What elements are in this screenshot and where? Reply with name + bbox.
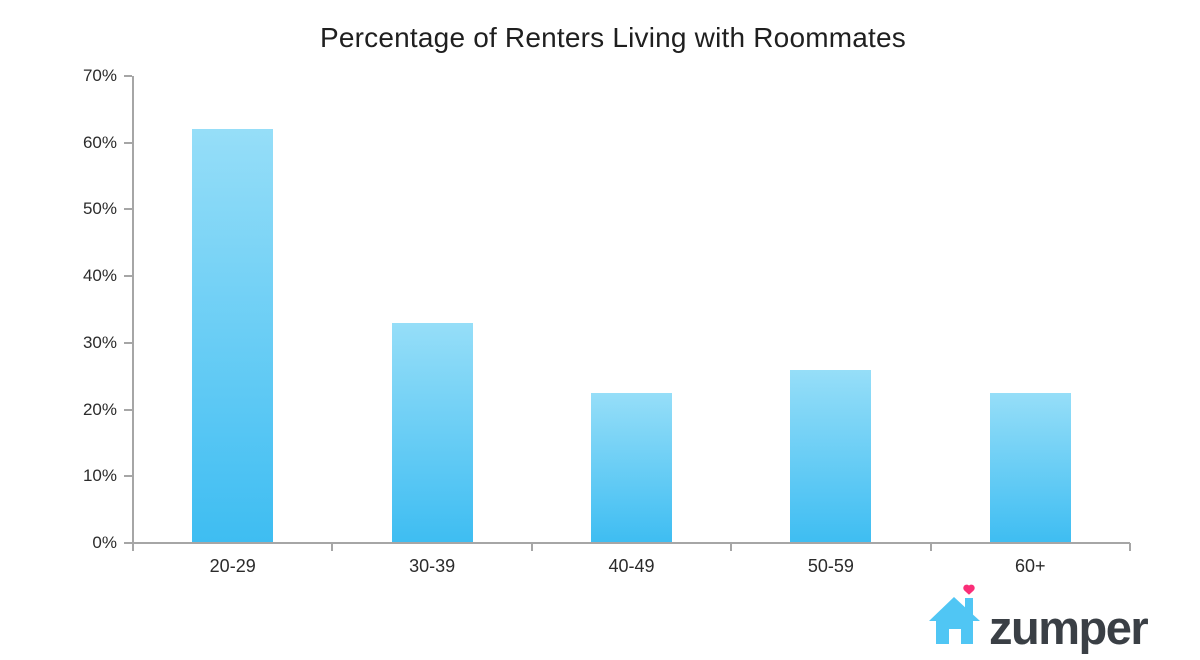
y-tick [124, 141, 132, 144]
y-tick [124, 75, 132, 77]
x-axis-label: 30-39 [409, 556, 456, 576]
house-icon [929, 597, 980, 644]
y-tick-label: 60% [82, 132, 117, 152]
y-tick [124, 542, 132, 544]
x-tick [530, 543, 533, 551]
chart-title: Percentage of Renters Living with Roomma… [320, 22, 906, 53]
y-tick [124, 275, 132, 278]
x-tick [929, 543, 932, 551]
zumper-logo-text: zumper [989, 601, 1149, 655]
y-tick-label: 20% [82, 399, 117, 419]
x-axis-label: 40-49 [608, 556, 655, 576]
y-tick-label: 0% [92, 533, 117, 552]
x-axis-line [131, 542, 1130, 544]
y-tick [124, 208, 132, 211]
plot-area: 0% 10% 20% 30% 40% 50% 60% 70% 20-29 30-39 40-49 50… [83, 66, 1131, 576]
y-tick-label: 10% [82, 466, 117, 486]
bar [790, 369, 872, 543]
y-tick [124, 408, 132, 411]
bar [591, 392, 672, 543]
x-tick [1129, 543, 1131, 551]
zumper-logo: zumper [928, 581, 1149, 655]
x-axis-label: 60+ [1015, 556, 1046, 576]
y-tick [124, 341, 132, 344]
bar [391, 322, 473, 543]
x-tick [132, 543, 134, 551]
heart-icon [963, 584, 975, 595]
bar [192, 129, 274, 543]
y-tick-label: 40% [82, 266, 117, 286]
zumper-house-icon [929, 584, 980, 644]
y-axis-line [132, 76, 134, 543]
x-tick [331, 543, 334, 551]
y-tick [124, 475, 132, 478]
bar [989, 392, 1071, 543]
y-tick-label: 50% [82, 199, 117, 219]
x-tick [730, 543, 733, 551]
y-tick-label: 70% [82, 66, 117, 85]
x-axis-label: 20-29 [209, 556, 256, 576]
x-axis-label: 50-59 [807, 556, 854, 576]
y-tick-label: 30% [82, 332, 117, 352]
